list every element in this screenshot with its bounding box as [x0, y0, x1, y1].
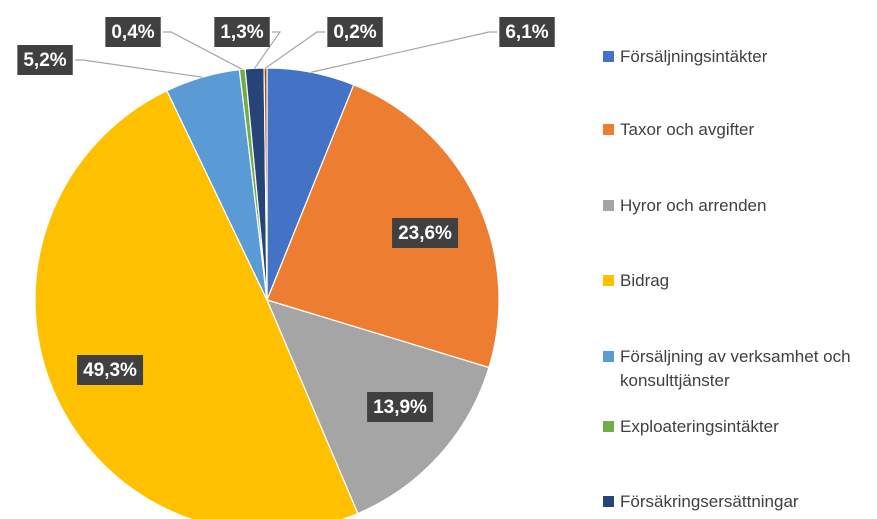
leader-line — [163, 31, 243, 70]
data-label-group: 23,6% — [392, 218, 459, 248]
data-label-group: 49,3% — [77, 355, 144, 385]
data-label: 5,2% — [23, 50, 66, 71]
data-label-group: 13,9% — [367, 392, 434, 422]
legend-label: Hyror och arrenden — [620, 196, 767, 215]
pie-slice — [34, 89, 359, 519]
legend-swatch — [603, 351, 614, 362]
data-label: 0,4% — [111, 22, 154, 43]
legend-label: Bidrag — [620, 271, 670, 290]
data-label: 13,9% — [373, 397, 427, 418]
legend-item: Försäljningsintäkter — [603, 45, 868, 69]
data-label-group: 0,4% — [105, 17, 161, 47]
data-label-box — [327, 17, 383, 47]
leader-line — [311, 31, 497, 73]
data-label: 49,3% — [83, 360, 137, 381]
legend-item: Försäkringsersättningar — [603, 490, 868, 514]
legend-swatch — [603, 124, 614, 135]
legend-swatch — [603, 275, 614, 286]
legend-swatch — [603, 200, 614, 211]
data-label-group: 0,2% — [327, 17, 383, 47]
legend-label: Försäljningsintäkter — [620, 47, 768, 66]
data-label-box — [499, 17, 555, 47]
data-label-group: 6,1% — [499, 17, 555, 47]
data-label-group: 1,3% — [214, 17, 270, 47]
legend-swatch — [603, 51, 614, 62]
leader-line — [265, 31, 325, 69]
data-label-box — [105, 17, 161, 47]
leader-line — [254, 31, 282, 69]
pie-slice — [266, 84, 500, 369]
legend-item: Försäljning av verksamhet och konsulttjä… — [603, 345, 868, 393]
data-label: 23,6% — [398, 223, 452, 244]
legend-item: Exploateringsintäkter — [603, 415, 868, 439]
legend-label: Försäljning av verksamhet och konsulttjä… — [620, 347, 851, 390]
data-label-box — [77, 355, 144, 385]
legend-swatch — [603, 421, 614, 432]
legend-label: Taxor och avgifter — [620, 120, 755, 139]
data-label: 0,2% — [333, 22, 376, 43]
legend-item: Bidrag — [603, 269, 868, 293]
data-label-box — [214, 17, 270, 47]
data-label: 1,3% — [220, 22, 263, 43]
legend-swatch — [603, 496, 614, 507]
data-label-group: 5,2% — [17, 45, 73, 75]
data-label-box — [17, 45, 73, 75]
legend-item: Hyror och arrenden — [603, 194, 868, 218]
leader-line — [75, 59, 203, 78]
legend-label: Exploateringsintäkter — [620, 417, 779, 436]
data-label-box — [367, 392, 434, 422]
legend-item: Taxor och avgifter — [603, 118, 868, 142]
data-label-box — [392, 218, 459, 248]
legend-label: Försäkringsersättningar — [620, 492, 799, 511]
data-label: 6,1% — [505, 22, 548, 43]
